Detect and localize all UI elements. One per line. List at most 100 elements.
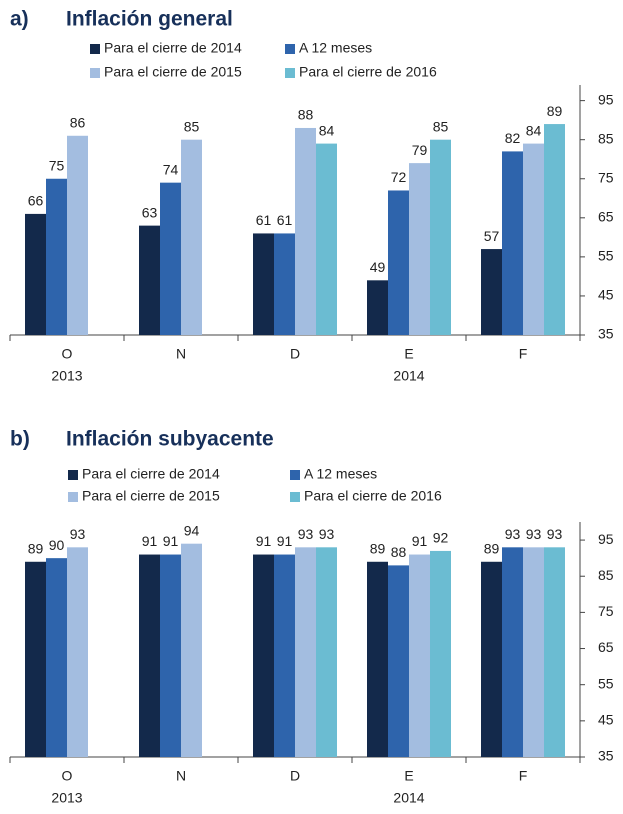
data-label: 82 — [505, 130, 521, 146]
data-label: 84 — [526, 122, 542, 138]
bar — [544, 547, 565, 757]
bar — [25, 213, 46, 335]
year-label: 2014 — [393, 368, 424, 384]
data-label: 93 — [526, 526, 542, 542]
data-label: 74 — [163, 161, 179, 177]
data-label: 93 — [505, 526, 521, 542]
y-tick-label: 65 — [598, 209, 614, 225]
data-label: 75 — [49, 157, 65, 173]
data-label: 88 — [391, 544, 407, 560]
data-label: 92 — [433, 530, 449, 546]
legend-swatch — [68, 492, 78, 502]
data-label: 84 — [319, 122, 335, 138]
y-tick-label: 55 — [598, 675, 614, 691]
chart-title: Inflación general — [66, 8, 233, 31]
data-label: 93 — [70, 526, 86, 542]
legend-label: Para el cierre de 2016 — [299, 64, 437, 80]
data-label: 93 — [547, 526, 563, 542]
legend-swatch — [90, 44, 100, 54]
bar — [430, 550, 451, 757]
legend-swatch — [90, 68, 100, 78]
x-tick-label: F — [519, 768, 528, 784]
data-label: 94 — [184, 522, 200, 538]
data-label: 90 — [49, 537, 65, 553]
legend-label: A 12 meses — [304, 466, 377, 482]
bar — [295, 127, 316, 335]
y-tick-label: 35 — [598, 326, 614, 342]
data-label: 93 — [298, 526, 314, 542]
year-label: 2013 — [51, 368, 82, 384]
data-label: 72 — [391, 169, 407, 185]
data-label: 89 — [547, 103, 563, 119]
section-label: b) — [10, 428, 30, 451]
legend-label: Para el cierre de 2015 — [82, 488, 220, 504]
data-label: 61 — [277, 212, 293, 228]
data-label: 91 — [142, 533, 158, 549]
legend-swatch — [290, 470, 300, 480]
x-tick-label: O — [62, 768, 73, 784]
legend-label: Para el cierre de 2014 — [104, 40, 242, 56]
bar — [523, 547, 544, 757]
y-tick-label: 55 — [598, 248, 614, 264]
x-tick-label: O — [62, 346, 73, 362]
bar — [253, 233, 274, 335]
year-label: 2014 — [393, 790, 424, 806]
y-tick-label: 75 — [598, 169, 614, 185]
y-tick-label: 95 — [598, 531, 614, 547]
data-label: 89 — [370, 540, 386, 556]
x-tick-label: N — [176, 768, 186, 784]
y-tick-label: 85 — [598, 130, 614, 146]
bar — [160, 182, 181, 335]
bar — [181, 543, 202, 757]
legend-swatch — [68, 470, 78, 480]
y-tick-label: 85 — [598, 567, 614, 583]
bar — [25, 561, 46, 757]
y-tick-label: 35 — [598, 748, 614, 764]
data-label: 85 — [433, 118, 449, 134]
y-tick-label: 95 — [598, 91, 614, 107]
bar — [367, 561, 388, 757]
data-label: 61 — [256, 212, 272, 228]
bar — [274, 233, 295, 335]
data-label: 89 — [28, 540, 44, 556]
bar — [388, 565, 409, 757]
legend-label: A 12 meses — [299, 40, 372, 56]
bar — [502, 151, 523, 335]
data-label: 91 — [163, 533, 179, 549]
bar — [409, 554, 430, 757]
bar — [316, 547, 337, 757]
data-label: 89 — [484, 540, 500, 556]
data-label: 93 — [319, 526, 335, 542]
bar — [409, 163, 430, 335]
year-label: 2013 — [51, 790, 82, 806]
legend-label: Para el cierre de 2016 — [304, 488, 442, 504]
data-label: 91 — [277, 533, 293, 549]
data-label: 66 — [28, 193, 44, 209]
chart-title: Inflación subyacente — [66, 428, 274, 451]
legend-swatch — [285, 68, 295, 78]
bar — [160, 554, 181, 757]
bar — [316, 143, 337, 335]
bar — [481, 249, 502, 335]
bar — [367, 280, 388, 335]
bar — [46, 178, 67, 335]
legend-label: Para el cierre de 2014 — [82, 466, 220, 482]
data-label: 49 — [370, 259, 386, 275]
data-label: 91 — [412, 533, 428, 549]
data-label: 63 — [142, 204, 158, 220]
data-label: 85 — [184, 118, 200, 134]
bar — [253, 554, 274, 757]
x-tick-label: F — [519, 346, 528, 362]
bar — [46, 558, 67, 757]
bar — [481, 561, 502, 757]
bar — [502, 547, 523, 757]
y-tick-label: 45 — [598, 712, 614, 728]
bar — [430, 139, 451, 335]
y-tick-label: 75 — [598, 603, 614, 619]
data-label: 86 — [70, 114, 86, 130]
data-label: 91 — [256, 533, 272, 549]
legend-swatch — [290, 492, 300, 502]
bar — [388, 190, 409, 335]
section-label: a) — [10, 8, 29, 31]
